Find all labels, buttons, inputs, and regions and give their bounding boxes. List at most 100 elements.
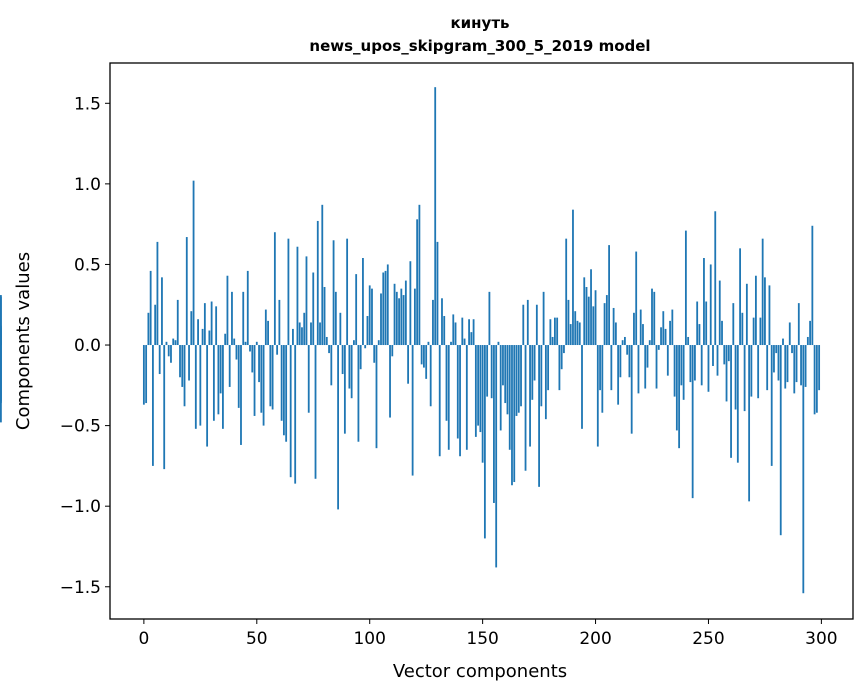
- bar: [682, 345, 685, 400]
- bar: [423, 345, 425, 368]
- bar: [759, 317, 762, 346]
- bar: [547, 345, 550, 391]
- bar: [488, 291, 491, 346]
- bar: [454, 322, 457, 346]
- bar: [149, 270, 152, 346]
- bar: [637, 345, 640, 394]
- x-tick-label: 100: [353, 629, 385, 649]
- bar: [197, 319, 199, 346]
- x-tick-label: 250: [692, 629, 724, 649]
- x-tick-label: 150: [466, 629, 498, 649]
- bar: [350, 345, 353, 399]
- bar: [409, 261, 412, 346]
- bar: [624, 336, 626, 346]
- bar: [237, 345, 240, 408]
- bar: [314, 345, 317, 479]
- bar: [217, 345, 220, 415]
- bar: [775, 345, 778, 354]
- bar: [707, 345, 710, 392]
- bar: [773, 345, 775, 373]
- bar: [621, 340, 624, 346]
- bar: [599, 345, 601, 391]
- bar: [287, 238, 290, 346]
- bar: [413, 288, 416, 346]
- bar: [678, 345, 681, 449]
- bar: [639, 309, 642, 346]
- bar: [556, 317, 559, 346]
- bar: [470, 332, 473, 346]
- bar: [294, 345, 297, 484]
- bar: [158, 345, 161, 375]
- bar: [628, 345, 631, 378]
- bar: [576, 320, 579, 346]
- bar: [811, 225, 814, 346]
- bar: [194, 345, 197, 429]
- bar: [757, 345, 760, 399]
- bar: [529, 345, 531, 447]
- bar: [739, 248, 741, 346]
- bar: [468, 319, 470, 346]
- bar: [730, 345, 732, 458]
- bar: [483, 345, 486, 539]
- bar: [786, 345, 789, 383]
- bar: [179, 345, 181, 378]
- bar: [377, 340, 380, 346]
- bar: [700, 345, 703, 386]
- bar: [404, 280, 407, 346]
- bar: [727, 345, 730, 362]
- bar: [698, 324, 701, 346]
- bar: [766, 345, 769, 391]
- bar: [633, 312, 635, 346]
- bar: [427, 341, 430, 346]
- bar: [246, 270, 249, 346]
- bar: [680, 345, 683, 386]
- bar: [630, 345, 633, 434]
- bar: [380, 293, 382, 346]
- bar: [802, 345, 805, 594]
- bar: [761, 238, 764, 346]
- bar: [382, 272, 385, 346]
- bar: [389, 345, 391, 418]
- bar: [407, 345, 410, 384]
- bar: [666, 345, 669, 376]
- bar: [319, 322, 321, 346]
- bar: [572, 209, 574, 346]
- bar: [669, 320, 671, 346]
- bar: [490, 345, 493, 399]
- bar: [0, 295, 2, 346]
- bar: [594, 290, 597, 346]
- bar: [183, 345, 186, 407]
- bar: [694, 345, 696, 381]
- bar: [499, 345, 502, 431]
- bar: [522, 304, 525, 346]
- bar: [334, 291, 337, 346]
- bar: [513, 345, 516, 483]
- bar: [553, 317, 556, 346]
- bar: [662, 311, 665, 346]
- bar: [278, 299, 281, 346]
- bar: [391, 345, 394, 357]
- bar: [264, 309, 267, 346]
- bar: [0, 345, 2, 404]
- bar: [255, 341, 258, 346]
- bar: [181, 345, 184, 387]
- bar: [411, 345, 414, 476]
- bar: [276, 345, 279, 355]
- bar: [524, 345, 527, 471]
- chart-subtitle: news_upos_skipgram_300_5_2019 model: [309, 37, 650, 55]
- bar: [732, 303, 735, 346]
- bar: [590, 269, 592, 346]
- bar: [520, 345, 522, 407]
- bar: [583, 277, 586, 346]
- bar: [795, 345, 798, 383]
- bar: [210, 301, 213, 346]
- bar: [215, 306, 218, 346]
- bar: [226, 275, 229, 346]
- bar: [497, 341, 500, 346]
- bar: [718, 280, 721, 346]
- bar: [626, 345, 629, 355]
- bar: [152, 345, 154, 466]
- bar: [687, 336, 690, 346]
- bar: [581, 345, 583, 429]
- bar: [353, 340, 355, 346]
